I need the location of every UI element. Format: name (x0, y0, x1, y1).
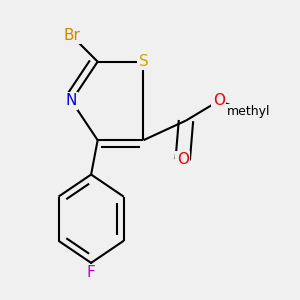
Text: O: O (213, 93, 225, 108)
Text: Br: Br (63, 28, 80, 43)
Text: O: O (177, 152, 189, 167)
Text: methyl: methyl (226, 105, 270, 118)
Text: F: F (87, 265, 95, 280)
Text: N: N (66, 93, 77, 108)
Text: S: S (139, 54, 148, 69)
